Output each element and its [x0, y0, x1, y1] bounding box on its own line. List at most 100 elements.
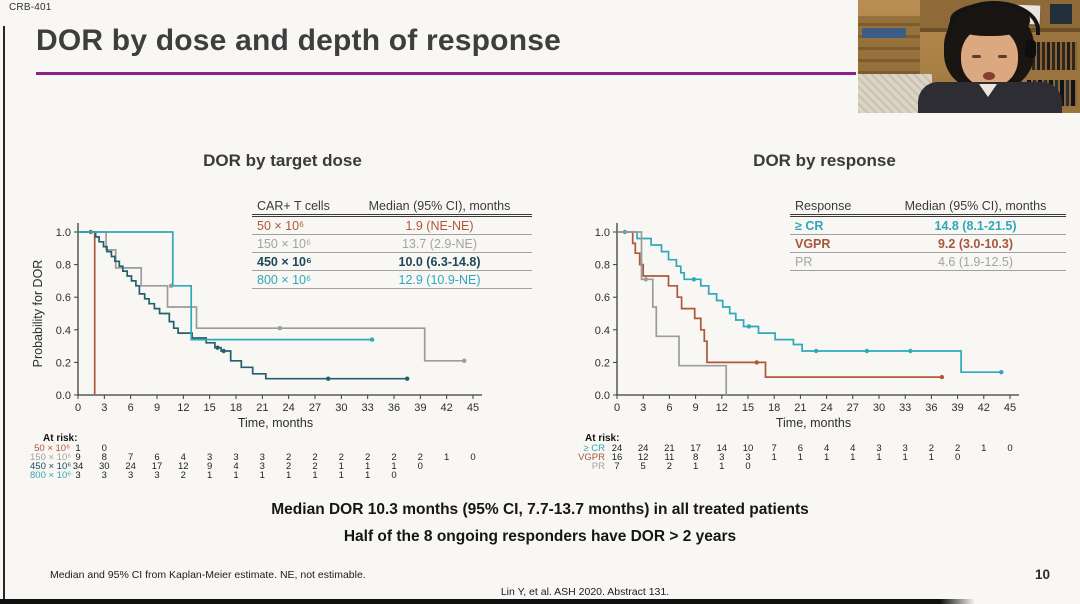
at-risk-value: 1: [692, 461, 699, 472]
at-risk-value: 2: [954, 443, 961, 454]
webcam-box: [1050, 4, 1072, 24]
at-risk-row-label: 800 × 10⁶: [30, 470, 72, 481]
x-tick-label: 15: [742, 402, 754, 414]
at-risk-value: 2: [312, 461, 318, 472]
at-risk-value: 7: [128, 452, 134, 463]
at-risk-value: 17: [151, 461, 163, 472]
x-tick-label: 24: [820, 402, 832, 414]
at-risk-row-label: 450 × 10⁶: [30, 461, 72, 472]
at-risk-value: 9: [75, 452, 81, 463]
censor-mark: [908, 348, 913, 354]
x-axis-label: Time, months: [776, 416, 851, 430]
at-risk-value: 3: [745, 452, 751, 463]
x-tick-label: 27: [847, 402, 859, 414]
summary-line-2: Half of the 8 ongoing responders have DO…: [343, 528, 737, 545]
at-risk-value: 2: [417, 452, 423, 463]
chart-title-response: DOR by response: [753, 151, 896, 170]
at-risk-value: 24: [611, 443, 623, 454]
x-tick-label: 15: [204, 402, 216, 414]
at-risk-value: 0: [954, 452, 961, 463]
citation: Lin Y, et al. ASH 2020. Abstract 131.: [500, 586, 670, 598]
at-risk-row-label: VGPR: [578, 452, 605, 463]
bottom-bar: [0, 599, 940, 604]
censor-mark: [369, 337, 375, 342]
at-risk-value: 2: [286, 452, 292, 463]
at-risk-value: 1: [365, 470, 371, 481]
at-risk-value: 1: [876, 452, 882, 463]
censor-mark: [215, 345, 220, 350]
x-tick-label: 6: [666, 402, 672, 414]
at-risk-value: 0: [417, 461, 423, 472]
webcam-binder: [862, 28, 906, 38]
summary-line-1: Median DOR 10.3 months (95% CI, 7.7-13.7…: [271, 501, 809, 518]
at-risk-value: 1: [338, 461, 344, 472]
at-risk-value: 4: [823, 443, 830, 454]
x-tick-label: 18: [768, 402, 780, 414]
x-tick-label: 3: [101, 402, 107, 414]
at-risk-value: 2: [180, 470, 186, 481]
x-tick-label: 12: [177, 402, 189, 414]
at-risk-value: 9: [207, 461, 213, 472]
x-tick-label: 36: [925, 402, 937, 414]
censor-mark: [643, 277, 648, 282]
at-risk-value: 12: [178, 461, 189, 472]
at-risk-value: 17: [690, 443, 701, 454]
page-number: 10: [1034, 567, 1050, 582]
censor-mark: [754, 360, 759, 365]
x-tick-label: 39: [951, 402, 963, 414]
km-chart-dose: DOR by target dose 0 3 6 9 12 15 18 21 24 27 30 33 3…: [30, 145, 535, 490]
y-tick-label: 0.6: [595, 292, 610, 304]
at-risk-row-label: 150 × 10⁶: [30, 452, 72, 463]
presenter-webcam-video[interactable]: [858, 0, 1080, 113]
y-tick-label: 0.8: [56, 260, 71, 272]
at-risk-row-label: ≥ CR: [583, 443, 605, 454]
x-tick-label: 9: [154, 402, 160, 414]
km-plot-svg: 0 3 6 9 12 15 18 21 24 27 30 33 36 39 42 450.00.20.40.6…: [31, 223, 482, 430]
x-tick-label: 33: [362, 402, 374, 414]
km-curve: [617, 231, 942, 378]
x-tick-label: 30: [335, 402, 347, 414]
at-risk-value: 34: [72, 461, 84, 472]
x-tick-label: 24: [283, 402, 295, 414]
slide-left-border: [3, 26, 5, 600]
x-tick-label: 0: [614, 402, 620, 414]
at-risk-value: 1: [823, 452, 830, 463]
at-risk-value: 5: [640, 461, 646, 472]
at-risk-value: 1: [981, 443, 987, 454]
at-risk-value: 7: [614, 461, 620, 472]
x-tick-label: 42: [978, 402, 990, 414]
at-risk-value: 1: [444, 452, 450, 463]
at-risk-value: 3: [207, 452, 213, 463]
at-risk-value: 1: [850, 452, 856, 463]
table-row: 50 × 10⁶ 1.9 (NE-NE): [252, 217, 532, 235]
x-tick-label: 21: [256, 402, 268, 414]
at-risk-value: 2: [338, 452, 344, 463]
at-risk-value: 7: [771, 443, 777, 454]
presenter-mouth: [983, 72, 995, 80]
at-risk-value: 2: [312, 452, 318, 463]
censor-mark: [864, 348, 869, 354]
response-median-table: Response Median (95% CI), months ≥ CR 14.8 …: [790, 197, 1066, 271]
bottom-bar-fade: [940, 599, 975, 604]
study-id-label: CRB-401: [9, 2, 52, 13]
at-risk-value: 2: [666, 461, 673, 472]
km-curve: [78, 231, 408, 380]
at-risk-value: 2: [365, 452, 371, 463]
x-tick-label: 45: [467, 402, 479, 414]
at-risk-value: 3: [75, 470, 81, 481]
table-row: ≥ CR 14.8 (8.1-21.5): [790, 217, 1066, 235]
x-tick-label: 18: [230, 402, 242, 414]
x-tick-label: 39: [414, 402, 426, 414]
y-tick-label: 0.2: [56, 357, 71, 369]
y-tick-label: 1.0: [56, 227, 71, 239]
y-tick-label: 0.2: [595, 357, 610, 369]
x-tick-label: 27: [309, 402, 321, 414]
at-risk-value: 3: [128, 470, 134, 481]
y-tick-label: 1.0: [595, 227, 610, 239]
at-risk-row-label: PR: [591, 461, 605, 472]
table-row: VGPR 9.2 (3.0-10.3): [790, 235, 1066, 253]
at-risk-value: 11: [664, 452, 675, 463]
censor-mark: [405, 376, 410, 381]
y-tick-label: 0.6: [56, 292, 71, 304]
table-row: 450 × 10⁶ 10.0 (6.3-14.8): [252, 253, 532, 271]
